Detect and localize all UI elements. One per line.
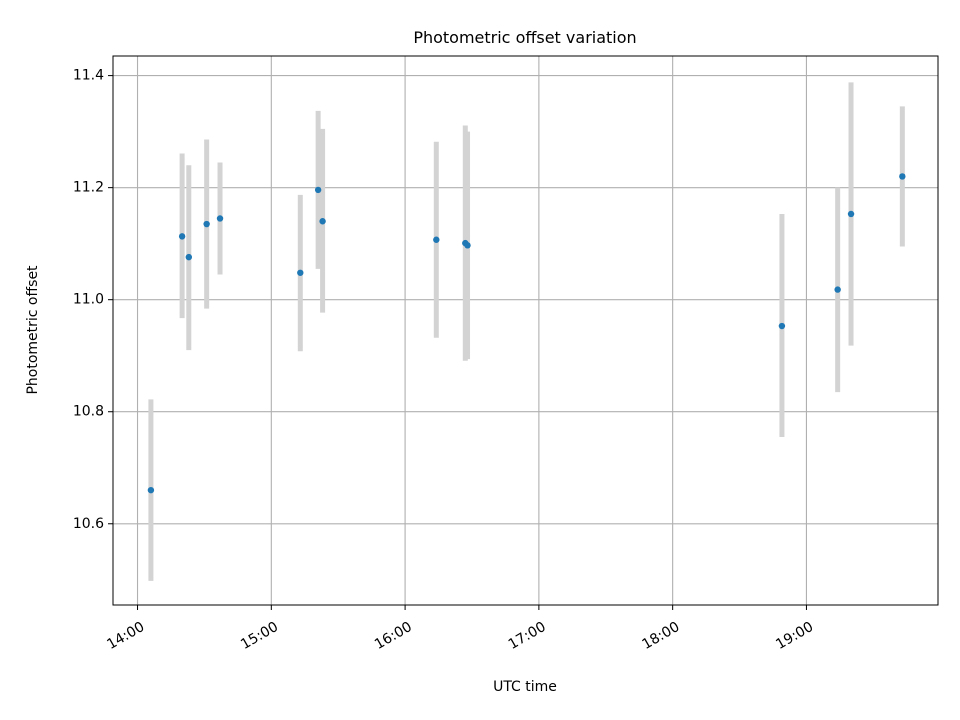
y-tick-label: 10.8: [73, 404, 104, 420]
data-point: [834, 286, 841, 293]
grid: [113, 56, 938, 605]
chart-title: Photometric offset variation: [413, 28, 636, 47]
data-point: [178, 233, 186, 240]
y-tick-label: 10.6: [73, 516, 104, 532]
data-point: [203, 220, 210, 228]
data-point: [464, 242, 471, 249]
y-axis-label: Photometric offset: [25, 265, 41, 395]
y-tick-label: 11.4: [73, 68, 104, 84]
data-point: [297, 269, 304, 276]
data-point: [319, 218, 326, 225]
x-axis-label: UTC time: [493, 679, 557, 695]
data-point: [314, 186, 322, 194]
data-point: [899, 173, 906, 180]
data-point: [778, 322, 786, 330]
data-point: [216, 215, 224, 222]
y-tick-label: 11.0: [73, 292, 104, 308]
y-axis: 10.6 10.8 11.0 11.2 11.4: [73, 68, 113, 532]
plot-frame: [112, 55, 939, 606]
data-point: [433, 236, 440, 243]
data-point: [147, 486, 155, 494]
data-point: [185, 253, 193, 261]
data-point: [847, 210, 855, 218]
data-points: [147, 173, 906, 494]
y-tick-label: 11.2: [73, 180, 104, 196]
